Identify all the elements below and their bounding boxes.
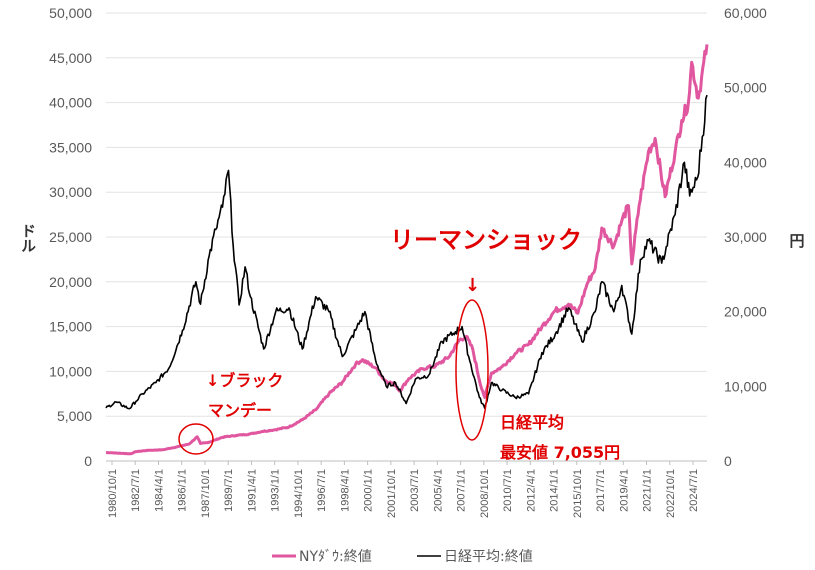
annotation-black-monday-2: マンデー (208, 401, 272, 420)
x-tick-label: 2005/4/1 (432, 469, 444, 512)
right-tick-label: 10,000 (724, 378, 767, 394)
legend: NYﾀﾞｳ:終値 日経平均:終値 (272, 549, 533, 565)
left-tick-label: 45,000 (49, 50, 92, 66)
series-line-nikkei (105, 94, 708, 410)
x-tick-label: 1980/10/1 (107, 469, 119, 518)
x-tick-label: 1994/10/1 (293, 469, 305, 518)
x-tick-label: 2017/7/1 (595, 469, 607, 512)
x-tick-label: 2008/10/1 (479, 469, 491, 518)
x-tick-label: 2024/7/1 (688, 469, 700, 512)
x-tick-label: 1993/1/1 (270, 469, 282, 512)
left-tick-label: 30,000 (49, 184, 92, 200)
x-tick-label: 1987/10/1 (200, 469, 212, 518)
x-tick-label: 1996/7/1 (316, 469, 328, 512)
left-tick-label: 25,000 (49, 229, 92, 245)
right-tick-label: 30,000 (724, 229, 767, 245)
black-monday-circle (178, 423, 214, 455)
x-tick-label: 2007/1/1 (456, 469, 468, 512)
left-axis-unit-label: ドル (19, 223, 37, 253)
x-tick-label: 2022/10/1 (665, 469, 677, 518)
right-tick-label: 20,000 (724, 304, 767, 320)
x-tick-label: 1991/4/1 (246, 469, 258, 512)
annotation-nikkei-low-2: 最安値 7,055円 (500, 443, 620, 462)
x-tick-label: 1989/7/1 (223, 469, 235, 512)
annotation-nikkei-low-1: 日経平均 (500, 413, 564, 432)
left-tick-label: 15,000 (49, 319, 92, 335)
x-tick-label: 1998/4/1 (339, 469, 351, 512)
x-axis-ticks: 1980/10/1 1982/7/1 1984/4/1 1986/1/1 1987/10… (107, 461, 700, 518)
right-tick-label: 50,000 (724, 80, 767, 96)
left-tick-label: 10,000 (49, 363, 92, 379)
x-tick-label: 2014/1/1 (549, 469, 561, 512)
series-line-ny-dow (105, 44, 709, 456)
left-tick-label: 0 (84, 453, 92, 469)
left-tick-label: 50,000 (49, 5, 92, 21)
x-tick-label: 2021/1/1 (642, 469, 654, 512)
right-axis-unit-label: 円 (789, 232, 804, 250)
gridlines (106, 12, 707, 462)
x-tick-label: 2019/4/1 (618, 469, 630, 512)
series-lines (105, 44, 709, 456)
x-tick-label: 2012/4/1 (525, 469, 537, 512)
x-tick-label: 1986/1/1 (177, 469, 189, 512)
x-tick-label: 2000/1/1 (363, 469, 375, 512)
x-tick-label: 2001/10/1 (386, 469, 398, 518)
x-tick-label: 2015/10/1 (572, 469, 584, 518)
left-tick-label: 5,000 (57, 408, 92, 424)
x-tick-label: 2010/7/1 (502, 469, 514, 512)
left-tick-label: 20,000 (49, 274, 92, 290)
annotation-lehman-title: リーマンショック (390, 226, 582, 254)
legend-label-ny-dow: NYﾀﾞｳ:終値 (299, 549, 372, 565)
annotation-black-monday-1: ↓ブラック (206, 371, 283, 390)
lehman-shock-ellipse (455, 299, 489, 441)
right-axis-ticks: 0 10,000 20,000 30,000 40,000 50,000 60,000 (724, 5, 767, 469)
x-tick-label: 1984/4/1 (153, 469, 165, 512)
right-tick-label: 60,000 (724, 5, 767, 21)
right-tick-label: 0 (724, 453, 732, 469)
right-tick-label: 40,000 (724, 154, 767, 170)
legend-label-nikkei: 日経平均:終値 (444, 549, 533, 565)
left-tick-label: 40,000 (49, 95, 92, 111)
left-tick-label: 35,000 (49, 139, 92, 155)
x-tick-label: 1982/7/1 (130, 469, 142, 512)
annotation-lehman-arrow: ↓ (465, 275, 480, 296)
left-axis-ticks: 0 5,000 10,000 15,000 20,000 25,000 30,000 35,0… (49, 5, 92, 469)
x-tick-label: 2003/7/1 (409, 469, 421, 512)
